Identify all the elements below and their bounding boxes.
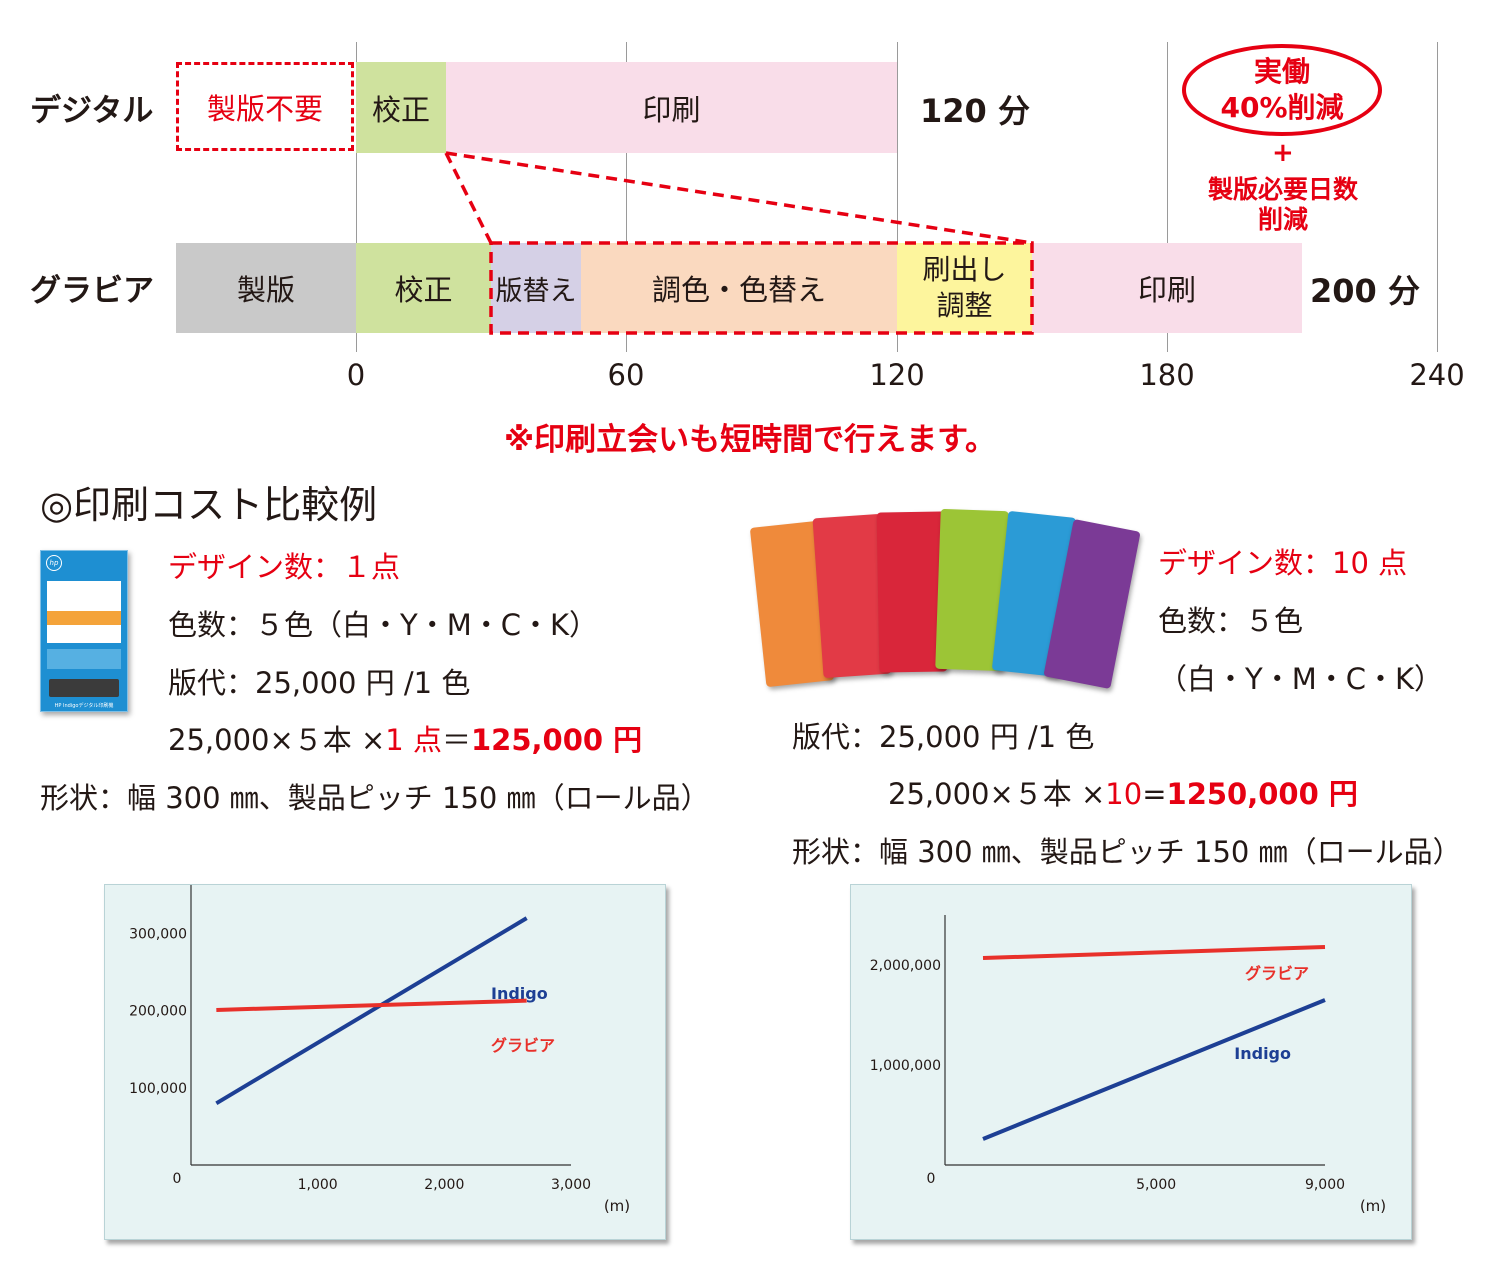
tick-label-0: 0 <box>346 358 366 392</box>
row-label-gravure: グラビア <box>30 273 154 309</box>
series-label-indigo: Indigo <box>491 984 548 1003</box>
segment-plate-change-label: 版替え <box>495 275 577 307</box>
grid-line-240 <box>1437 42 1438 352</box>
left-design-count: デザイン数：１点 <box>168 550 401 584</box>
segment-plate-label: 製版 <box>236 273 295 307</box>
y-tick-label: 100,000 <box>129 1081 187 1097</box>
section-title: ◎印刷コスト比較例 <box>40 483 378 527</box>
x-tick-label: 9,000 <box>1305 1177 1345 1193</box>
grid-line-0 <box>356 42 357 352</box>
segment-gravure-print: 印刷 <box>1032 243 1302 333</box>
right-calc-total: 1250,000 円 <box>1166 777 1358 811</box>
x-tick-label: 5,000 <box>1136 1177 1176 1193</box>
right-colors-detail: （白・Y・M・C・K） <box>1158 662 1444 696</box>
series-line-indigo <box>215 916 528 1106</box>
cost-chart-left: 100,000 200,000 300,000 0 1,000 2,000 3,000 (m)… <box>104 884 666 1240</box>
grid-line-120 <box>897 42 898 352</box>
series-label-indigo: Indigo <box>1234 1044 1291 1063</box>
y-tick-label: 200,000 <box>129 1004 187 1020</box>
right-calc-prefix: 25,000×５本 × <box>888 777 1106 811</box>
tick-label-180: 180 <box>1139 358 1195 392</box>
x-unit-label: (m) <box>604 1197 630 1215</box>
plus-text-1: 製版必要日数 <box>1207 175 1358 204</box>
cost-chart-right-svg: 1,000,000 2,000,000 0 5,000 9,000 (m) グラビア Indi… <box>870 915 1386 1215</box>
grid-line-60 <box>626 42 627 352</box>
left-calc-eq: ＝ <box>441 723 471 757</box>
y-tick-label: 1,000,000 <box>870 1058 941 1074</box>
segment-color-change-label: 調色・色替え <box>651 273 826 307</box>
brochure-logo: hp <box>46 555 62 571</box>
row-label-digital: デジタル <box>30 93 154 129</box>
right-shape: 形状：幅 300 ㎜、製品ピッチ 150 ㎜（ロール品） <box>792 835 1462 869</box>
x-unit-label: (m) <box>1360 1197 1386 1215</box>
digital-total: 120 分 <box>920 92 1030 130</box>
x-tick-label: 2,000 <box>424 1177 464 1193</box>
series-line-gravure <box>216 998 527 1012</box>
right-design-count: デザイン数：10 点 <box>1158 546 1408 580</box>
series-line-gravure <box>982 945 1326 960</box>
brochure-image: hp HP Indigoデジタル印刷機 <box>40 550 128 712</box>
left-calc: 25,000×５本 ×1 点＝125,000 円 <box>168 717 642 759</box>
reduction-highlight <box>444 151 1034 335</box>
badge-line-1: 実働 <box>1253 55 1310 88</box>
left-calc-prefix: 25,000×５本 × <box>168 723 386 757</box>
segment-startup-label-2: 調整 <box>936 289 993 322</box>
left-shape: 形状：幅 300 ㎜、製品ピッチ 150 ㎜（ロール品） <box>40 781 710 815</box>
left-calc-count: 1 点 <box>385 723 442 757</box>
left-colors: 色数：５色（白・Y・M・C・K） <box>168 608 599 642</box>
x-tick-label: 0 <box>927 1171 936 1187</box>
segment-no-plate-label: 製版不要 <box>206 91 323 126</box>
right-calc-count: 10 <box>1105 777 1143 811</box>
segment-digital-proof: 校正 <box>356 62 446 153</box>
series-label-gravure: グラビア <box>1245 964 1309 983</box>
tick-label-240: 240 <box>1409 358 1465 392</box>
tick-label-120: 120 <box>869 358 925 392</box>
package-samples <box>749 508 1150 698</box>
y-tick-label: 2,000,000 <box>870 958 941 974</box>
segment-digital-print: 印刷 <box>446 62 897 153</box>
segment-color-change: 調色・色替え <box>581 243 897 333</box>
right-plate-cost: 版代：25,000 円 /1 色 <box>792 720 1095 754</box>
gravure-total: 200 分 <box>1310 272 1420 310</box>
plus-text-2: 削減 <box>1257 205 1308 234</box>
segment-gravure-print-label: 印刷 <box>1137 273 1196 307</box>
left-calc-total: 125,000 円 <box>470 723 643 757</box>
segment-plate-change: 版替え <box>491 243 581 333</box>
segment-digital-print-label: 印刷 <box>642 92 701 127</box>
series-line-indigo <box>982 998 1326 1141</box>
right-colors: 色数：５色 <box>1158 604 1304 638</box>
plus-sign: + <box>1272 138 1294 168</box>
segment-startup: 刷出し 調整 <box>897 243 1032 333</box>
attendance-note: ※印刷立会いも短時間で行えます。 <box>503 422 997 458</box>
segment-no-plate: 製版不要 <box>176 62 354 151</box>
x-tick-label: 1,000 <box>298 1177 338 1193</box>
segment-startup-label-1: 刷出し <box>922 253 1007 286</box>
x-tick-label: 0 <box>173 1171 182 1187</box>
y-tick-label: 300,000 <box>129 927 187 943</box>
right-calc: 25,000×５本 ×10=1250,000 円 <box>888 771 1358 813</box>
x-tick-label: 3,000 <box>551 1177 591 1193</box>
badge-line-2: 40%削減 <box>1220 91 1344 124</box>
segment-plate: 製版 <box>176 243 356 333</box>
left-plate-cost: 版代：25,000 円 /1 色 <box>168 666 471 700</box>
cost-chart-right: 1,000,000 2,000,000 0 5,000 9,000 (m) グラビア Indi… <box>850 884 1412 1240</box>
timeline: デジタル グラビア 製版不要 校正 印刷 120 分 製版 校正 版替え 調色・… <box>0 0 1500 460</box>
tick-label-60: 60 <box>607 358 645 392</box>
brochure-footer: HP Indigoデジタル印刷機 <box>54 703 114 709</box>
reduction-badge: 実働 40%削減 <box>1182 44 1382 136</box>
series-label-gravure: グラビア <box>491 1036 555 1055</box>
right-calc-eq: = <box>1142 777 1167 811</box>
grid-line-180 <box>1167 42 1168 352</box>
cost-chart-left-svg: 100,000 200,000 300,000 0 1,000 2,000 3,000 (m)… <box>129 885 630 1215</box>
segment-gravure-proof-label: 校正 <box>394 273 453 307</box>
segment-digital-proof-label: 校正 <box>371 92 430 127</box>
segment-gravure-proof: 校正 <box>356 243 491 333</box>
